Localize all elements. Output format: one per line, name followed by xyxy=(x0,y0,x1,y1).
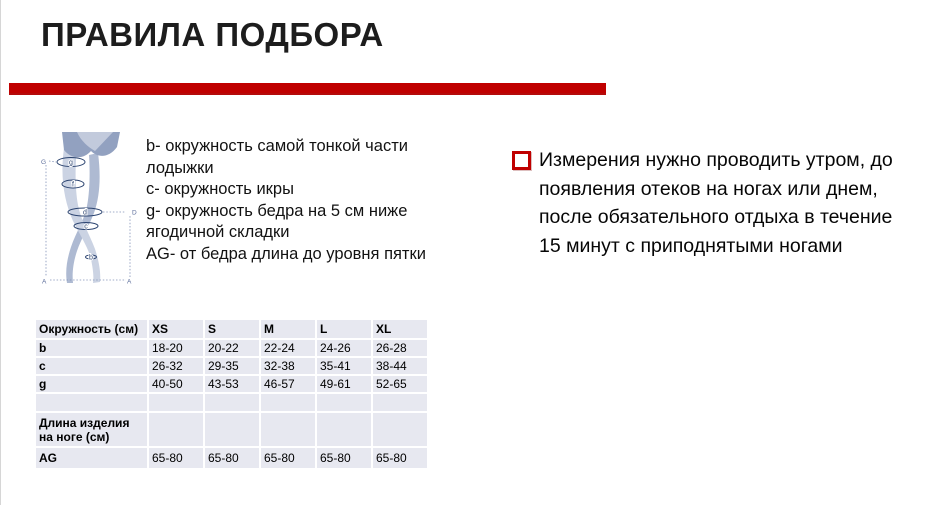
girth-ellipses xyxy=(56,157,103,260)
table-cell xyxy=(315,392,373,413)
header-cell-s: S xyxy=(203,318,261,340)
checkbox-bullet-icon xyxy=(512,151,531,170)
table-cell: 43-53 xyxy=(203,374,261,394)
legs-measurement-diagram: g f d c b G A A D xyxy=(41,132,137,286)
header-cell-xs: XS xyxy=(147,318,205,340)
header-cell-m: M xyxy=(259,318,317,340)
girth-label-b: b xyxy=(89,255,93,262)
table-cell: 22-24 xyxy=(259,338,317,358)
header-cell-xl: XL xyxy=(371,318,429,340)
row-label: b xyxy=(34,338,149,358)
table-cell: 35-41 xyxy=(315,356,373,376)
measurement-item-g: g- окружность бедра на 5 см ниже ягодичн… xyxy=(146,201,408,242)
table-cell: 65-80 xyxy=(371,446,429,470)
title-underline-bar xyxy=(9,83,606,95)
header-cell-l: L xyxy=(315,318,373,340)
frame-label-D: D xyxy=(132,210,137,217)
measurement-note: Измерения нужно проводить утром, до появ… xyxy=(512,146,916,260)
girth-label-f: f xyxy=(72,182,74,189)
table-row-g: g 40-50 43-53 46-57 49-61 52-65 xyxy=(34,374,429,394)
row-label: c xyxy=(34,356,149,376)
table-cell: 46-57 xyxy=(259,374,317,394)
measurement-definitions: b- окружность самой тонкой части лодыжки… xyxy=(146,136,448,265)
table-cell: 26-32 xyxy=(147,356,205,376)
table-cell: 49-61 xyxy=(315,374,373,394)
table-cell: 65-80 xyxy=(315,446,373,470)
measurement-item-c: c- окружность икры xyxy=(146,180,294,198)
front-leg-shape xyxy=(62,148,101,283)
table-cell xyxy=(147,411,205,448)
table-cell xyxy=(259,392,317,413)
table-cell: 24-26 xyxy=(315,338,373,358)
header-cell-girth: Окружность (см) xyxy=(34,318,149,340)
table-cell: 29-35 xyxy=(203,356,261,376)
table-cell: 18-20 xyxy=(147,338,205,358)
table-cell xyxy=(203,411,261,448)
table-row-spacer xyxy=(34,392,429,413)
row-label: g xyxy=(34,374,149,394)
table-row-c: c 26-32 29-35 32-38 35-41 38-44 xyxy=(34,356,429,376)
frame-label-A-right: A xyxy=(127,279,132,286)
table-cell: 65-80 xyxy=(259,446,317,470)
size-table: Окружность (см) XS S M L XL b 18-20 20-2… xyxy=(34,318,429,470)
table-cell xyxy=(203,392,261,413)
table-cell: 40-50 xyxy=(147,374,205,394)
measurement-item-b: b- окружность самой тонкой части лодыжки xyxy=(146,137,408,177)
table-row-length: Длина изделия на ноге (см) xyxy=(34,411,429,448)
table-cell xyxy=(371,411,429,448)
row-label xyxy=(34,392,149,413)
table-row-ag: AG 65-80 65-80 65-80 65-80 65-80 xyxy=(34,446,429,470)
table-cell: 65-80 xyxy=(203,446,261,470)
girth-label-d: d xyxy=(83,210,87,217)
girth-label-c: c xyxy=(84,224,88,231)
table-cell xyxy=(315,411,373,448)
table-cell: 38-44 xyxy=(371,356,429,376)
dotted-frame xyxy=(45,160,131,281)
girth-label-g: g xyxy=(69,160,73,167)
table-cell xyxy=(259,411,317,448)
table-row-b: b 18-20 20-22 22-24 24-26 26-28 xyxy=(34,338,429,358)
table-cell xyxy=(371,392,429,413)
measurement-item-ag: AG- от бедра длина до уровня пятки xyxy=(146,244,426,263)
frame-label-G: G xyxy=(41,159,46,166)
row-label: AG xyxy=(34,446,149,470)
table-cell: 52-65 xyxy=(371,374,429,394)
table-cell: 65-80 xyxy=(147,446,205,470)
back-leg-shape xyxy=(66,153,100,283)
row-label: Длина изделия на ноге (см) xyxy=(34,411,149,448)
hip-highlight xyxy=(77,132,113,151)
table-cell xyxy=(147,392,205,413)
note-text: Измерения нужно проводить утром, до появ… xyxy=(539,149,893,257)
frame-label-A-left: A xyxy=(42,279,47,286)
table-header-row: Окружность (см) XS S M L XL xyxy=(34,318,429,340)
table-cell: 26-28 xyxy=(371,338,429,358)
table-cell: 32-38 xyxy=(259,356,317,376)
page-title: ПРАВИЛА ПОДБОРА xyxy=(41,16,384,53)
table-cell: 20-22 xyxy=(203,338,261,358)
